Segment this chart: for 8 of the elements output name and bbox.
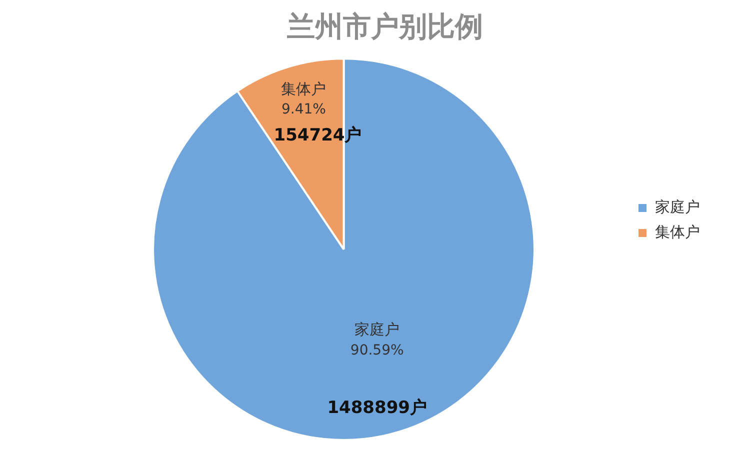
- chart-title: 兰州市户别比例: [286, 10, 483, 44]
- slice-label: 家庭户: [354, 320, 400, 339]
- text: 90.59%: [350, 342, 404, 358]
- data-label: 1488899户: [327, 398, 428, 418]
- legend-label: 集体户: [655, 222, 700, 241]
- legend-label: 家庭户: [655, 198, 700, 216]
- text: 9.41%: [281, 102, 326, 118]
- slice-label: 集体户: [281, 80, 326, 98]
